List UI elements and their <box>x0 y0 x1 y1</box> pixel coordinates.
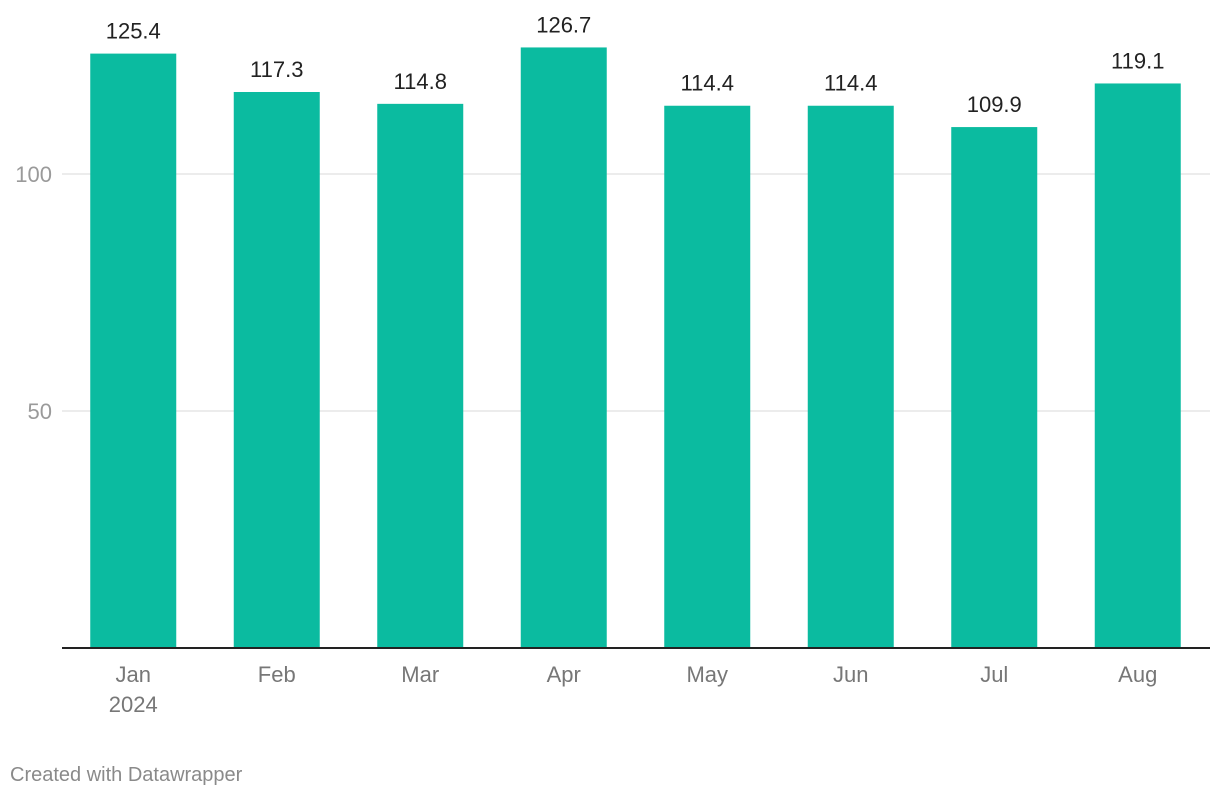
data-label-feb: 117.3 <box>250 57 303 82</box>
axes: Jan 2024 Feb Mar Apr May Jun Jul Aug <box>62 647 1210 717</box>
bar-jul <box>951 127 1038 649</box>
x-tick-label-jun: Jun <box>833 662 868 687</box>
bar-mar <box>377 103 464 648</box>
bar-feb <box>233 91 320 649</box>
x-tick-label-jul: Jul <box>980 662 1008 687</box>
footer-credit: Created with Datawrapper <box>10 764 243 786</box>
y-tick-label: 100 <box>15 162 52 187</box>
bars <box>90 47 1181 649</box>
data-labels: 125.4 117.3 114.8 126.7 114.4 114.4 109.9 119.1 <box>106 12 1165 117</box>
x-tick-label-apr: Apr <box>547 662 581 687</box>
data-label-aug: 119.1 <box>1111 48 1164 73</box>
x-tick-label-may: May <box>686 662 728 687</box>
data-label-jun: 114.4 <box>824 71 877 96</box>
x-tick-label-aug: Aug <box>1118 662 1157 687</box>
data-label-apr: 126.7 <box>536 12 591 37</box>
bar-may <box>664 105 751 648</box>
bar-jan <box>90 53 177 648</box>
data-label-jul: 109.9 <box>967 92 1022 117</box>
bar-apr <box>520 47 607 648</box>
data-label-jan: 125.4 <box>106 19 161 44</box>
bar-aug <box>1094 83 1181 648</box>
x-tick-sublabel: 2024 <box>109 692 158 717</box>
bar-jun <box>807 105 894 648</box>
x-tick-label-jan: Jan <box>116 662 151 687</box>
y-tick-label: 50 <box>28 399 52 424</box>
x-tick-label-feb: Feb <box>258 662 296 687</box>
x-tick-label-mar: Mar <box>401 662 439 687</box>
data-label-mar: 114.8 <box>394 69 447 94</box>
data-label-may: 114.4 <box>681 71 734 96</box>
